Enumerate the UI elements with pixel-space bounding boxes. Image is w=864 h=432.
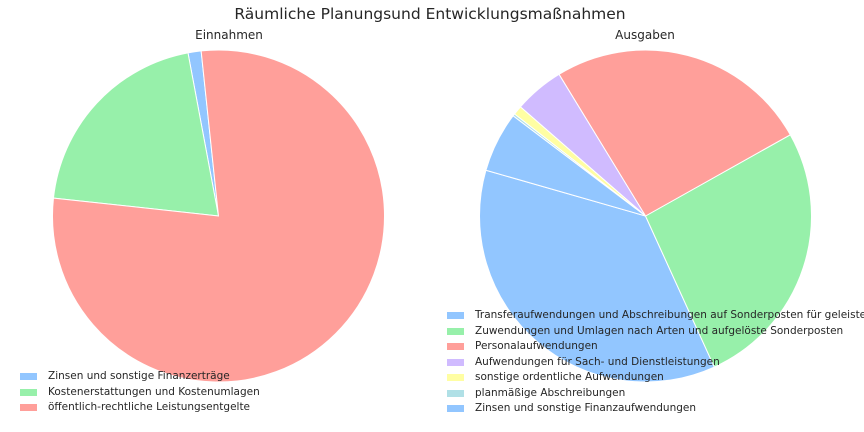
legend-label: Zuwendungen und Umlagen nach Arten und a… — [475, 324, 844, 337]
legend-swatch — [20, 373, 37, 381]
legend-item: Transferaufwendungen und Abschreibungen … — [447, 308, 864, 324]
legend-label: Personalaufwendungen — [475, 340, 598, 352]
legend-swatch — [447, 327, 464, 335]
legend-swatch — [20, 404, 37, 412]
pie-slice-kostenerstattungen-und-kostenumlagen — [52, 52, 220, 217]
legend-item: öffentlich-rechtliche Leistungsentgelte — [20, 400, 260, 416]
pie-slice-personalaufwendungen — [558, 49, 791, 217]
legend-einnahmen: Zinsen und sonstige Finanzerträge Kostene… — [20, 369, 260, 416]
legend-swatch — [447, 343, 464, 351]
legend-swatch — [447, 312, 464, 320]
legend-item: planmäßige Abschreibungen — [447, 386, 864, 402]
legend-ausgaben: Transferaufwendungen und Abschreibungen … — [447, 308, 864, 417]
pie-subtitle-einnahmen: Einnahmen — [195, 28, 263, 42]
legend-item: Kostenerstattungen und Kostenumlagen — [20, 385, 260, 401]
legend-item: Zuwendungen und Umlagen nach Arten und a… — [447, 324, 864, 340]
pie-ausgaben — [479, 49, 812, 383]
legend-item: sonstige ordentliche Aufwendungen — [447, 370, 864, 386]
legend-label: Kostenerstattungen und Kostenumlagen — [48, 385, 260, 398]
legend-label: Aufwendungen für Sach- und Dienstleistun… — [475, 355, 720, 368]
pie-subtitle-ausgaben: Ausgaben — [615, 28, 675, 42]
legend-item: Zinsen und sonstige Finanzerträge — [20, 369, 260, 385]
pie-slice-zinsen-und-sonstige-finanzaufwendungen — [485, 115, 646, 217]
legend-label: Zinsen und sonstige Finanzerträge — [48, 370, 230, 382]
legend-label: planmäßige Abschreibungen — [475, 386, 626, 399]
legend-item: Aufwendungen für Sach- und Dienstleistun… — [447, 355, 864, 371]
legend-swatch — [447, 358, 464, 366]
legend-swatch — [447, 374, 464, 382]
pie-slice-transferaufwendungen-und-abschreibungen-auf-sonderposten-fuer-geleistete-zuwendungen — [479, 169, 716, 383]
legend-label: Zinsen und sonstige Finanzaufwendungen — [475, 402, 697, 414]
legend-item: Zinsen und sonstige Finanzaufwendungen — [447, 401, 864, 417]
pie-slice-oeffentlich-rechtliche-leistungsentgelte — [52, 49, 385, 383]
legend-item: Personalaufwendungen — [447, 339, 864, 355]
pie-einnahmen — [52, 49, 385, 383]
legend-swatch — [447, 389, 464, 397]
legend-swatch — [447, 405, 464, 413]
legend-label: sonstige ordentliche Aufwendungen — [475, 371, 664, 383]
chart-title: Räumliche Planungsund Entwicklungsmaßnah… — [234, 5, 625, 23]
legend-label: Transferaufwendungen und Abschreibungen … — [475, 309, 864, 321]
legend-swatch — [20, 388, 37, 396]
legend-label: öffentlich-rechtliche Leistungsentgelte — [48, 401, 251, 413]
